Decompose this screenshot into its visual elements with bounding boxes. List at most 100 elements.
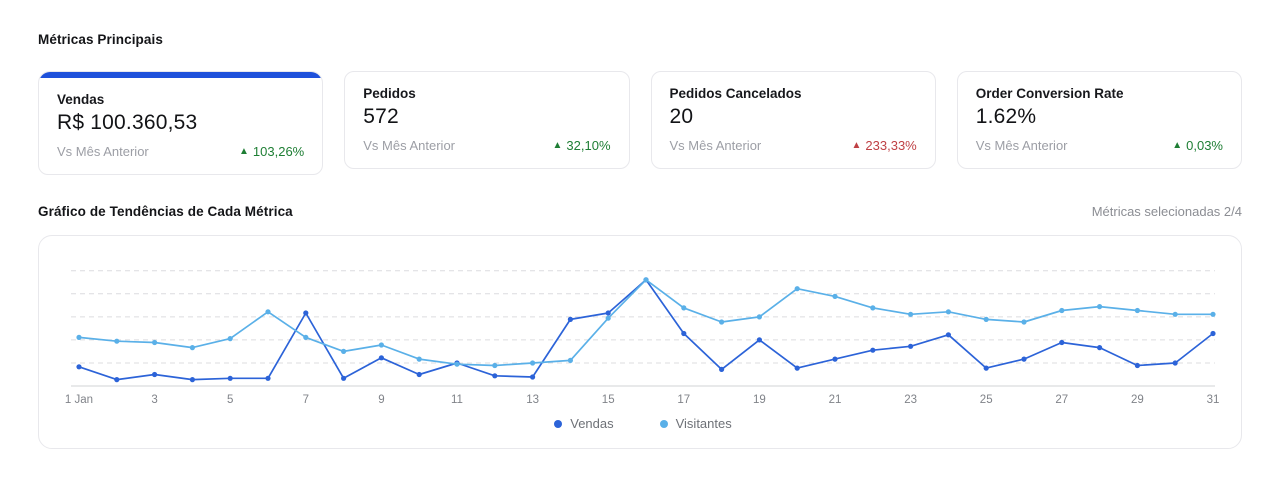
- visitantes-point: [908, 311, 914, 317]
- x-tick-label: 23: [904, 394, 917, 406]
- chart-legend: Vendas Visitantes: [63, 416, 1223, 435]
- metric-compare-label: Vs Mês Anterior: [975, 138, 1068, 153]
- visitantes-point: [756, 314, 763, 320]
- metric-value: 1.62%: [975, 105, 1037, 128]
- visitantes-point: [1059, 307, 1065, 314]
- vendas-dot-icon: [554, 419, 563, 428]
- visitantes-point: [303, 334, 309, 340]
- dashboard-page: Métricas Principais Vendas R$ 100.360,53…: [38, 32, 1242, 449]
- metric-delta-value: 103,26%: [252, 144, 305, 159]
- vendas-point: [870, 347, 876, 353]
- selected-metrics-count: Métricas selecionadas 2/4: [1091, 204, 1242, 219]
- visitantes-point: [114, 338, 120, 344]
- x-tick-label: 7: [303, 394, 309, 406]
- visitantes-point: [341, 348, 347, 354]
- vendas-point: [719, 366, 725, 372]
- vendas-point: [416, 371, 422, 378]
- vendas-point: [567, 316, 573, 322]
- metric-delta: ▲ 0,03%: [1172, 138, 1223, 153]
- vendas-point: [152, 371, 158, 378]
- x-tick-label: 21: [829, 394, 842, 406]
- vendas-point: [945, 332, 952, 338]
- metric-card-order-conversion-rate[interactable]: Order Conversion Rate 1.62% Vs Mês Anter…: [956, 71, 1242, 169]
- chart-section-title: Gráfico de Tendências de Cada Métrica: [38, 204, 293, 219]
- legend-label: Visitantes: [675, 416, 732, 431]
- vendas-point: [681, 330, 687, 337]
- vendas-point: [227, 375, 233, 381]
- trend-chart: 1 Jan 3 5 7 9 11 13 15 17 19 21 23 25 27 29 31: [65, 270, 1220, 406]
- vendas-point: [1021, 356, 1027, 362]
- trend-up-icon: ▲: [851, 140, 862, 151]
- x-tick-label: 25: [980, 394, 993, 406]
- trend-up-icon: ▲: [239, 146, 249, 157]
- metric-card-vendas[interactable]: Vendas R$ 100.360,53 Vs Mês Anterior ▲ 10…: [38, 71, 324, 175]
- visitantes-point: [870, 305, 876, 311]
- visitantes-point: [227, 336, 233, 342]
- metric-delta-value: 233,33%: [865, 138, 917, 153]
- vendas-point: [492, 373, 498, 379]
- metric-delta-value: 32,10%: [566, 138, 611, 153]
- vendas-point: [530, 374, 536, 380]
- x-tick-label: 19: [753, 394, 766, 406]
- visitantes-point: [189, 345, 195, 351]
- visitantes-point: [794, 286, 800, 292]
- metric-compare-label: Vs Mês Anterior: [363, 138, 456, 153]
- metric-delta: ▲ 233,33%: [852, 138, 917, 153]
- metric-compare-label: Vs Mês Anterior: [669, 138, 762, 153]
- x-tick-label: 1 Jan: [65, 394, 93, 406]
- legend-item-vendas[interactable]: Vendas: [554, 416, 614, 431]
- visitantes-dot-icon: [659, 419, 668, 428]
- vendas-point: [378, 355, 384, 361]
- vendas-point: [908, 343, 914, 349]
- metric-value: 20: [669, 105, 694, 128]
- metric-card-pedidos[interactable]: Pedidos 572 Vs Mês Anterior ▲ 32,10%: [344, 71, 630, 169]
- metric-delta-value: 0,03%: [1186, 138, 1223, 153]
- x-tick-label: 11: [451, 394, 463, 406]
- metric-card-pedidos-cancelados[interactable]: Pedidos Cancelados 20 Vs Mês Anterior ▲ 2…: [650, 71, 936, 169]
- metric-compare-label: Vs Mês Anterior: [57, 144, 149, 159]
- trend-up-icon: ▲: [552, 140, 563, 151]
- visitantes-point: [1210, 311, 1216, 317]
- x-tick-label: 3: [151, 394, 157, 406]
- vendas-point: [983, 365, 989, 371]
- vendas-point: [1134, 362, 1140, 369]
- vendas-point: [794, 365, 800, 371]
- vendas-point: [189, 377, 195, 383]
- metric-title: Vendas: [57, 92, 105, 107]
- metrics-section-title: Métricas Principais: [38, 32, 163, 47]
- x-tick-label: 31: [1207, 394, 1220, 406]
- vendas-point: [1097, 345, 1103, 351]
- visitantes-point: [378, 342, 384, 348]
- vendas-point: [1210, 330, 1216, 337]
- legend-item-visitantes[interactable]: Visitantes: [659, 416, 732, 431]
- visitantes-point: [76, 334, 82, 340]
- visitantes-point: [983, 316, 989, 322]
- legend-label: Vendas: [570, 416, 614, 431]
- vendas-point: [341, 375, 347, 381]
- x-tick-label: 29: [1131, 394, 1144, 406]
- vendas-point: [114, 377, 120, 383]
- visitantes-point: [1134, 307, 1140, 314]
- visitantes-point: [454, 361, 460, 367]
- visitantes-point: [605, 315, 611, 321]
- vendas-point: [303, 310, 309, 316]
- card-accent-bar: [39, 72, 323, 78]
- metric-delta: ▲ 32,10%: [553, 138, 611, 153]
- x-tick-label: 5: [227, 394, 233, 406]
- visitantes-point: [643, 277, 649, 283]
- x-tick-label: 17: [677, 394, 690, 406]
- trend-chart-card: 1 Jan 3 5 7 9 11 13 15 17 19 21 23 25 27 29 31 Vendas V…: [38, 235, 1242, 449]
- metric-cards-row: Vendas R$ 100.360,53 Vs Mês Anterior ▲ 10…: [38, 71, 1242, 175]
- visitantes-point: [945, 309, 952, 315]
- vendas-point: [76, 364, 82, 370]
- visitantes-line: [78, 278, 1214, 367]
- vendas-point: [756, 337, 763, 343]
- metric-value: 572: [363, 105, 399, 128]
- visitantes-point: [1172, 311, 1178, 317]
- vendas-point: [832, 356, 838, 362]
- x-tick-label: 15: [602, 394, 615, 406]
- visitantes-point: [832, 293, 838, 299]
- visitantes-point: [416, 356, 422, 362]
- chart-header: Gráfico de Tendências de Cada Métrica Mé…: [38, 204, 1242, 219]
- metric-value: R$ 100.360,53: [57, 111, 198, 134]
